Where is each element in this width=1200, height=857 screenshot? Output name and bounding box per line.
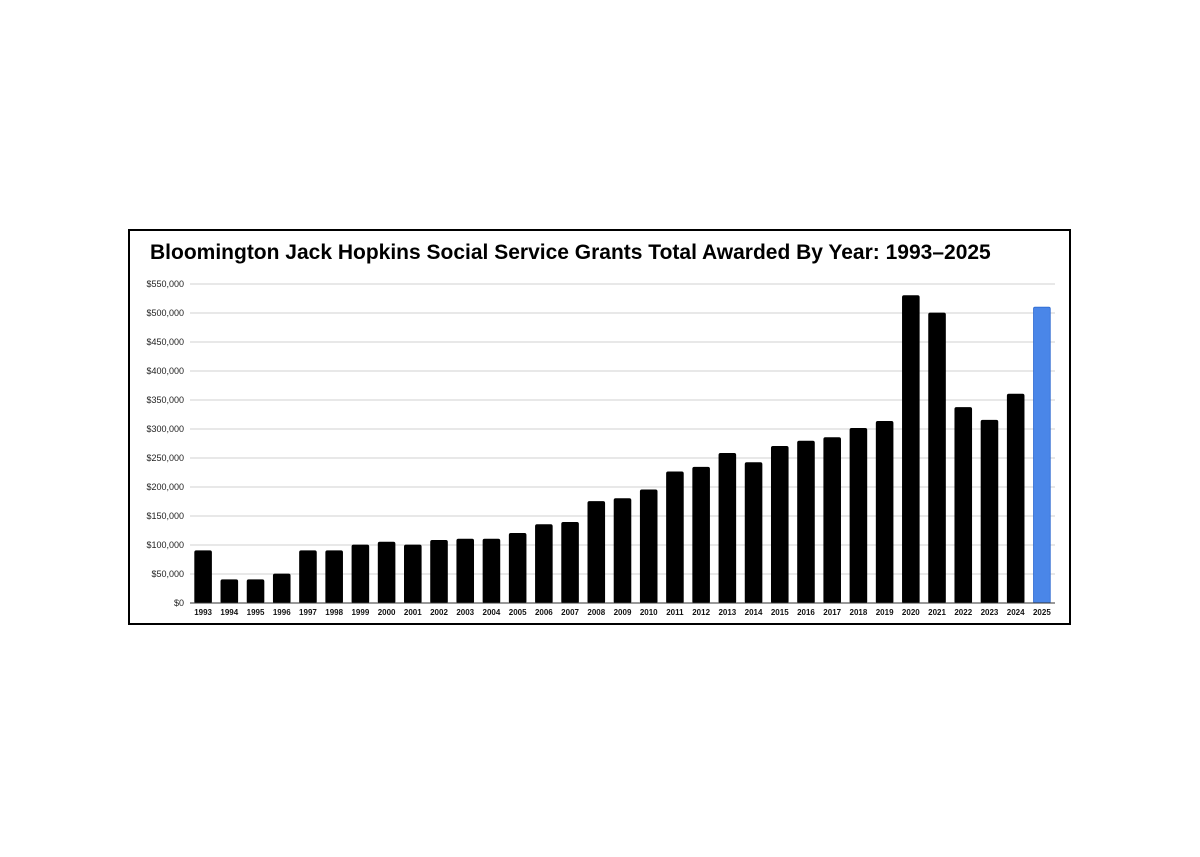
x-tick-label: 2011: [666, 608, 684, 617]
bar-2007: [561, 521, 579, 604]
x-tick-label: 1998: [325, 608, 343, 617]
bar-2009: [613, 498, 632, 604]
bar-2024: [1006, 393, 1025, 604]
x-axis-tick-labels: 1993 1994 1995 1996 1997 1998 1999 2000 2001 2002…: [194, 608, 1051, 617]
x-tick-label: 2006: [535, 608, 553, 617]
bar-chart: $0 $50,000 $100,000 $150,000 $200,000 $250,00…: [146, 279, 1055, 617]
x-tick-label: 2010: [640, 608, 658, 617]
y-tick-label: $450,000: [146, 337, 184, 347]
x-tick-label: 2018: [850, 608, 868, 617]
y-tick-label: $0: [174, 598, 184, 608]
bar-2021: [928, 312, 946, 604]
x-tick-label: 2025: [1033, 608, 1051, 617]
bar-2000: [377, 541, 396, 604]
x-tick-label: 2015: [771, 608, 789, 617]
x-tick-label: 2023: [981, 608, 999, 617]
x-tick-label: 2005: [509, 608, 527, 617]
chart-title: Bloomington Jack Hopkins Social Service …: [150, 241, 991, 264]
x-tick-label: 1996: [273, 608, 291, 617]
y-tick-label: $550,000: [146, 279, 184, 289]
bar-1996: [272, 573, 291, 604]
y-tick-label: $50,000: [151, 569, 184, 579]
x-tick-label: 2021: [928, 608, 946, 617]
y-tick-label: $300,000: [146, 424, 184, 434]
bar-2017: [823, 437, 841, 604]
x-tick-label: 1997: [299, 608, 317, 617]
bar-2020: [902, 295, 920, 604]
bar-2012: [692, 466, 710, 604]
y-tick-label: $350,000: [146, 395, 184, 405]
bar-2011: [666, 471, 684, 604]
x-tick-label: 2024: [1007, 608, 1025, 617]
bar-2013: [718, 452, 737, 604]
bar-2016: [797, 440, 815, 604]
x-tick-label: 2001: [404, 608, 422, 617]
y-tick-label: $500,000: [146, 308, 184, 318]
x-tick-label: 1993: [194, 608, 212, 617]
x-tick-label: 1999: [351, 608, 369, 617]
x-tick-label: 2007: [561, 608, 579, 617]
x-tick-label: 2004: [483, 608, 501, 617]
x-tick-label: 2014: [745, 608, 763, 617]
bar-2022: [954, 407, 973, 604]
y-tick-label: $250,000: [146, 453, 184, 463]
bar-2025: [1033, 306, 1051, 604]
bar-2005: [508, 532, 527, 604]
y-tick-label: $200,000: [146, 482, 184, 492]
bar-2004: [482, 538, 501, 604]
bars: [194, 295, 1051, 604]
bar-2018: [849, 428, 868, 604]
x-tick-label: 2008: [587, 608, 605, 617]
x-tick-label: 2012: [692, 608, 710, 617]
x-tick-label: 2016: [797, 608, 815, 617]
y-tick-label: $150,000: [146, 511, 184, 521]
y-tick-label: $400,000: [146, 366, 184, 376]
x-tick-label: 1995: [247, 608, 265, 617]
bar-1995: [246, 579, 265, 604]
y-axis-tick-labels: $0 $50,000 $100,000 $150,000 $200,000 $250,00…: [146, 279, 184, 608]
bar-2008: [587, 501, 606, 604]
x-tick-label: 2019: [876, 608, 894, 617]
x-tick-label: 2002: [430, 608, 448, 617]
x-tick-label: 2022: [954, 608, 972, 617]
x-tick-label: 2003: [456, 608, 474, 617]
x-tick-label: 2013: [718, 608, 736, 617]
bar-2015: [770, 445, 789, 604]
bar-1993: [194, 550, 212, 604]
chart-frame: Bloomington Jack Hopkins Social Service …: [128, 229, 1071, 625]
bar-2010: [639, 489, 658, 604]
bar-2019: [875, 421, 894, 604]
bar-1994: [220, 579, 239, 604]
x-tick-label: 2009: [614, 608, 632, 617]
x-tick-label: 2000: [378, 608, 396, 617]
bar-2006: [535, 524, 553, 604]
x-tick-label: 2020: [902, 608, 920, 617]
bar-1997: [299, 550, 317, 604]
y-tick-label: $100,000: [146, 540, 184, 550]
x-tick-label: 1994: [220, 608, 238, 617]
bar-1998: [325, 550, 343, 604]
bar-2014: [744, 462, 763, 604]
bar-1999: [351, 544, 370, 604]
bar-2001: [404, 544, 422, 604]
bar-2002: [430, 539, 448, 604]
bar-2023: [980, 419, 999, 604]
x-tick-label: 2017: [823, 608, 841, 617]
bar-2003: [456, 538, 475, 604]
